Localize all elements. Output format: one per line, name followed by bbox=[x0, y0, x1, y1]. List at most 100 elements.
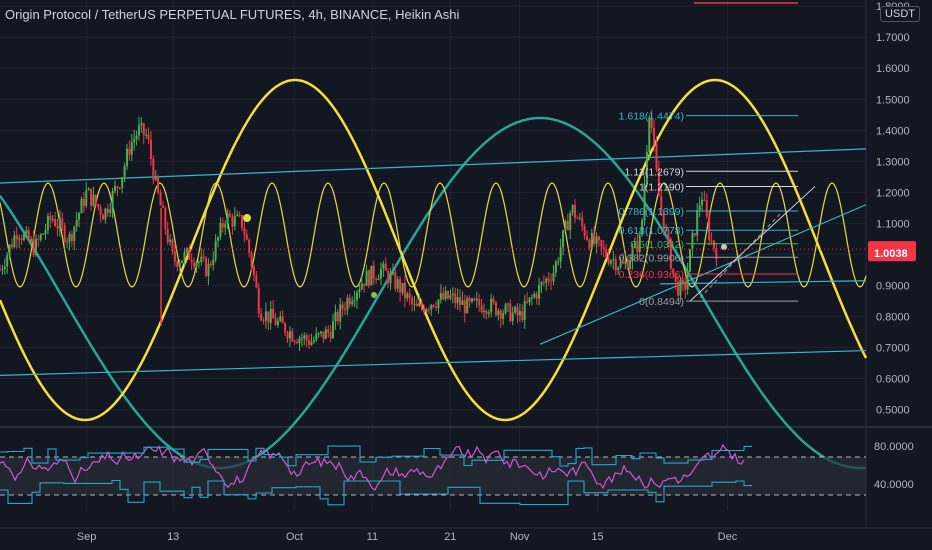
candle-body bbox=[394, 271, 397, 289]
candle-body bbox=[353, 299, 356, 302]
candle-body bbox=[243, 227, 246, 235]
candle-body bbox=[521, 311, 524, 321]
candle-body bbox=[612, 259, 615, 261]
candle-body bbox=[526, 301, 529, 303]
candle-body bbox=[459, 297, 462, 305]
candle-body bbox=[689, 249, 692, 272]
candle-body bbox=[595, 236, 598, 245]
candle-body bbox=[133, 138, 136, 143]
candle-body bbox=[470, 298, 473, 302]
candle-body bbox=[114, 186, 117, 191]
price-tick-label: 1.1000 bbox=[876, 218, 910, 230]
symbol-title: Origin Protocol / TetherUS PERPETUAL FUT… bbox=[5, 7, 460, 22]
candle-body bbox=[423, 307, 426, 313]
channel-lower-line bbox=[0, 349, 867, 376]
candle-body bbox=[535, 294, 538, 299]
candle-body bbox=[212, 259, 215, 265]
candle-body bbox=[411, 297, 414, 304]
candle-body bbox=[142, 123, 145, 136]
fib-level-label: 0.786(1.1399) bbox=[619, 206, 684, 218]
candle-body bbox=[552, 272, 555, 282]
candle-body bbox=[581, 217, 584, 227]
candle-body bbox=[267, 311, 270, 323]
candle-body bbox=[250, 252, 253, 267]
candle-body bbox=[15, 235, 18, 240]
fib-level-label: 1(1.2190) bbox=[639, 181, 684, 193]
rsi-upper-band bbox=[0, 445, 752, 467]
candle-body bbox=[403, 282, 406, 299]
price-tick-label: 0.8000 bbox=[876, 311, 910, 323]
candle-body bbox=[135, 135, 138, 139]
time-tick-label: Nov bbox=[510, 531, 530, 543]
candle-body bbox=[149, 139, 152, 159]
candle-body bbox=[99, 207, 102, 215]
candle-body bbox=[602, 246, 605, 249]
candle-body bbox=[387, 271, 390, 284]
candle-body bbox=[18, 238, 21, 240]
rsi-lower-band bbox=[0, 479, 752, 506]
candle-body bbox=[566, 220, 569, 231]
candle-body bbox=[85, 190, 88, 207]
candle-body bbox=[667, 229, 670, 240]
candle-body bbox=[384, 263, 387, 272]
candle-body bbox=[691, 233, 694, 250]
time-tick-label: 11 bbox=[367, 531, 378, 543]
candle-body bbox=[78, 213, 81, 220]
candle-body bbox=[379, 268, 382, 279]
candle-body bbox=[447, 291, 450, 299]
candle-body bbox=[317, 333, 320, 335]
candle-body bbox=[621, 261, 624, 264]
candle-body bbox=[27, 230, 30, 241]
cycle-fast-line bbox=[0, 182, 867, 288]
candle-body bbox=[173, 251, 176, 262]
candle-body bbox=[538, 285, 541, 299]
candle-body bbox=[171, 239, 174, 252]
candle-body bbox=[334, 311, 337, 322]
candle-body bbox=[255, 275, 258, 288]
candle-body bbox=[176, 261, 179, 267]
price-tick-label: 0.7000 bbox=[876, 342, 910, 354]
candle-body bbox=[554, 261, 557, 273]
candle-body bbox=[681, 280, 684, 284]
candle-body bbox=[121, 177, 124, 188]
candle-body bbox=[68, 233, 71, 242]
fib-level-label: 0.618(1.0778) bbox=[619, 225, 684, 237]
candle-body bbox=[545, 278, 548, 283]
candle-body bbox=[391, 271, 394, 274]
price-tick-label: 0.5000 bbox=[876, 404, 910, 416]
candle-body bbox=[137, 125, 140, 136]
candle-body bbox=[10, 244, 13, 247]
candle-body bbox=[6, 254, 9, 267]
candle-body bbox=[70, 233, 73, 242]
candle-body bbox=[550, 280, 553, 282]
candle-body bbox=[310, 341, 313, 345]
candle-body bbox=[73, 226, 76, 242]
candle-body bbox=[264, 311, 267, 321]
candle-body bbox=[463, 300, 466, 314]
candle-body bbox=[262, 320, 265, 322]
candle-body bbox=[427, 309, 430, 311]
candle-body bbox=[193, 262, 196, 267]
candle-body bbox=[102, 214, 105, 220]
candle-body bbox=[312, 340, 315, 342]
candle-body bbox=[406, 293, 409, 299]
candle-body bbox=[473, 298, 476, 301]
candle-body bbox=[468, 297, 471, 302]
candle-body bbox=[502, 313, 505, 319]
candle-body bbox=[435, 306, 438, 308]
currency-button[interactable]: USDT bbox=[880, 6, 920, 22]
candle-body bbox=[339, 304, 342, 322]
candle-body bbox=[49, 215, 52, 221]
candle-body bbox=[183, 252, 186, 261]
candle-body bbox=[643, 183, 646, 221]
fib-trend-dashed bbox=[699, 213, 781, 299]
candle-body bbox=[296, 341, 299, 344]
candle-body bbox=[214, 240, 217, 260]
candle-body bbox=[653, 127, 656, 144]
candle-body bbox=[571, 204, 574, 214]
candle-body bbox=[540, 282, 543, 286]
rsi-tick-label: 80.0000 bbox=[874, 441, 914, 453]
candle-body bbox=[221, 222, 224, 228]
